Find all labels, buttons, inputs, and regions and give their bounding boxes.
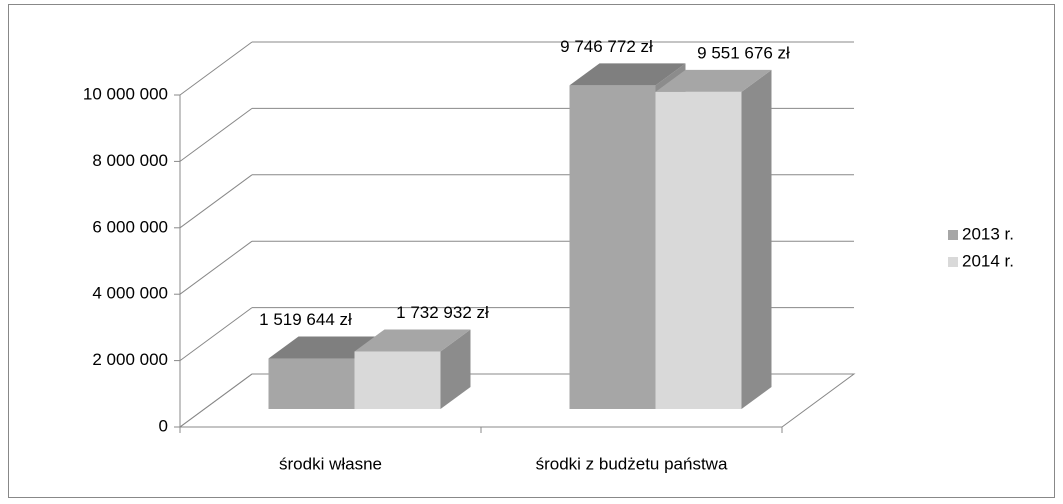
grid-line-side <box>179 240 253 295</box>
grid-line-side <box>179 307 253 362</box>
grid-line-side <box>179 174 253 229</box>
bar <box>655 69 772 410</box>
bar-top <box>655 69 772 92</box>
legend-label: 2013 r. <box>962 224 1014 243</box>
legend-swatch <box>948 230 958 240</box>
y-tick-label: 6 000 000 <box>92 217 168 236</box>
chart-border <box>8 4 1055 498</box>
bar <box>354 329 471 409</box>
bar-front <box>354 351 441 409</box>
value-label: 9 551 676 zł <box>697 43 790 62</box>
bar-top <box>354 329 471 352</box>
y-tick-label: 4 000 000 <box>92 284 168 303</box>
legend-swatch <box>948 257 958 267</box>
grid-line-side <box>179 41 253 96</box>
grid-line-side <box>179 107 253 162</box>
legend-label: 2014 r. <box>962 251 1014 270</box>
x-tick-label: środki własne <box>279 454 382 473</box>
bar-top <box>569 63 686 86</box>
value-label: 9 746 772 zł <box>560 37 653 56</box>
grid-line-side <box>179 373 253 428</box>
bar-front <box>268 358 355 409</box>
bar-front <box>569 85 656 410</box>
value-label: 1 732 932 zł <box>396 303 489 322</box>
bar-side <box>741 69 772 410</box>
value-label: 1 519 644 zł <box>259 310 352 329</box>
y-tick-label: 2 000 000 <box>92 350 168 369</box>
bar-side <box>440 329 471 409</box>
y-tick-label: 8 000 000 <box>92 151 168 170</box>
y-tick-label: 10 000 000 <box>83 84 168 103</box>
x-tick-label: środki z budżetu państwa <box>536 454 728 473</box>
bar-front <box>655 91 742 410</box>
y-tick-label: 0 <box>159 416 168 435</box>
